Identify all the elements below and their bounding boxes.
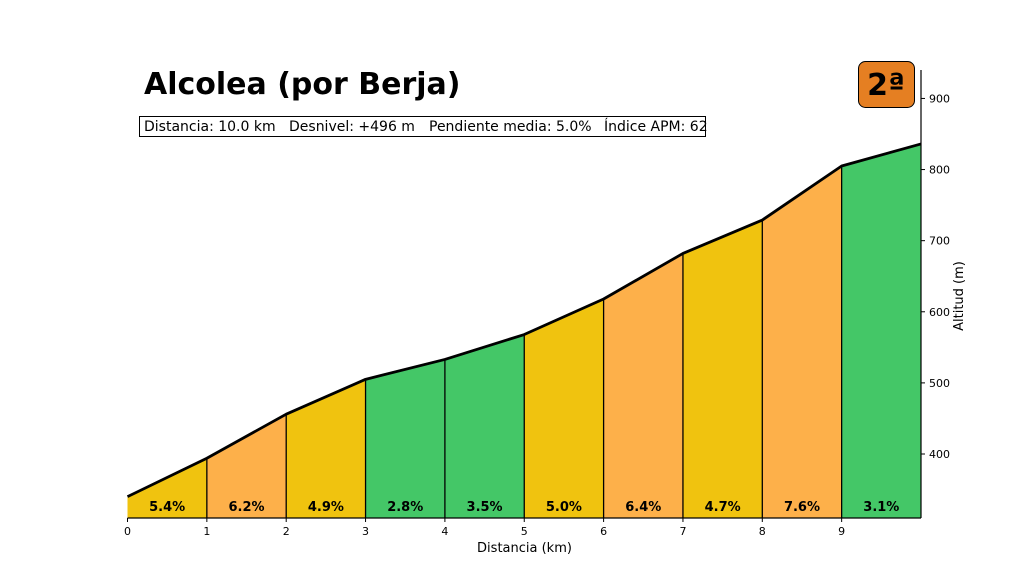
stat-elevation-gain: Desnivel: +496 m	[289, 119, 415, 135]
y-tick-label: 600	[929, 306, 950, 319]
stat-distance: Distancia: 10.0 km	[144, 119, 276, 135]
stats-box: Distancia: 10.0 km Desnivel: +496 m Pend…	[139, 116, 708, 137]
segment-area-10	[841, 143, 921, 518]
y-tick-label: 900	[929, 92, 950, 105]
stat-apm-index: Índice APM: 62	[604, 118, 708, 135]
category-badge-box	[858, 61, 915, 108]
segment-gradient-label: 7.6%	[784, 500, 820, 515]
x-tick-label: 5	[521, 525, 528, 538]
segment-gradient-label: 3.5%	[467, 500, 503, 515]
x-tick-label: 0	[124, 525, 131, 538]
chart-title: Alcolea (por Berja)	[144, 67, 461, 102]
segment-area-9	[762, 166, 842, 518]
segment-gradient-label: 5.0%	[546, 500, 582, 515]
segment-area-7	[603, 253, 683, 518]
y-tick-label: 800	[929, 164, 950, 177]
x-tick-label: 1	[203, 525, 210, 538]
segment-area-1	[127, 458, 207, 518]
segment-gradient-label: 3.1%	[863, 500, 899, 515]
segment-area-2	[206, 414, 287, 518]
x-tick-label: 7	[679, 525, 686, 538]
altitude-profile-line	[126, 142, 922, 498]
segment-area-8	[682, 220, 763, 519]
x-tick-label: 4	[441, 525, 448, 538]
x-tick-label: 8	[759, 525, 766, 538]
category-badge-label: 2ª	[867, 68, 905, 103]
segment-gradient-label: 2.8%	[387, 500, 423, 515]
segment-area-3	[286, 379, 366, 518]
y-tick-label: 700	[929, 235, 950, 248]
axes-layer: 0 1 2 3 4 5 6 7 8 9 400 500 600 700 800 900	[124, 70, 950, 538]
segment-gradient-label: 6.2%	[228, 500, 264, 515]
x-tick-label: 9	[838, 525, 845, 538]
stats-box-frame	[139, 116, 706, 137]
x-tick-label: 3	[362, 525, 369, 538]
x-tick-label: 2	[283, 525, 290, 538]
segment-gradient-label: 6.4%	[625, 500, 661, 515]
x-tick-label: 6	[600, 525, 607, 538]
segment-area-5	[444, 334, 525, 518]
y-tick-label: 400	[929, 448, 950, 461]
segment-gradient-label: 4.9%	[308, 500, 344, 515]
stat-average-gradient: Pendiente media: 5.0%	[429, 119, 592, 135]
segments-layer: 5.4% 6.2% 4.9% 2.8% 3.5% 5.0% 6.4% 4.7% 7.6% 3.1%	[126, 142, 922, 519]
category-badge: 2ª	[858, 61, 915, 108]
y-tick-label: 500	[929, 377, 950, 390]
segment-area-4	[365, 359, 445, 518]
segment-gradient-label: 4.7%	[705, 500, 741, 515]
y-axis-label: Altitud (m)	[952, 261, 967, 331]
segment-gradient-label: 5.4%	[149, 500, 185, 515]
x-axis-label: Distancia (km)	[477, 541, 572, 556]
segment-area-6	[524, 298, 604, 518]
